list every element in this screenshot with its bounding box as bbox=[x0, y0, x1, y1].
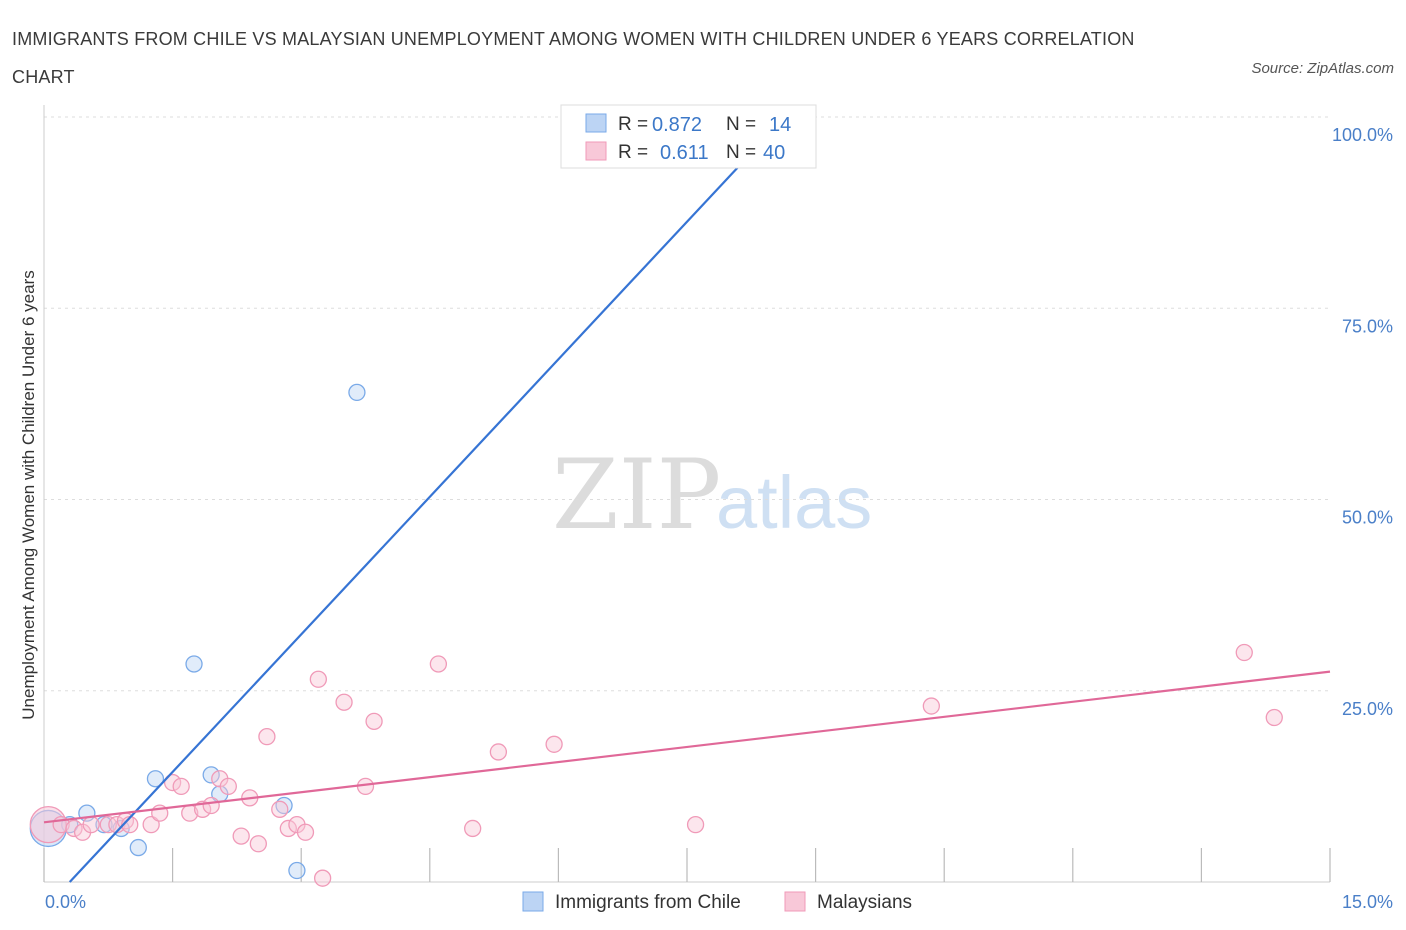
series-legend: Immigrants from Chile Malaysians bbox=[522, 891, 912, 913]
x-ticks bbox=[43, 848, 1331, 882]
legend-swatch-chile bbox=[585, 113, 607, 133]
legend-malaysians-r-value: 0.611 bbox=[660, 142, 709, 164]
point-malaysians bbox=[429, 655, 448, 673]
point-malaysians bbox=[296, 823, 315, 841]
legend-chile-n-label: N = bbox=[726, 114, 756, 135]
y-axis-label: Unemployment Among Women with Children U… bbox=[19, 270, 38, 719]
legend-malaysians-r-label: R = bbox=[618, 142, 648, 163]
point-malaysians bbox=[335, 693, 353, 711]
point-malaysians bbox=[65, 819, 83, 838]
legend-swatch-malaysians bbox=[585, 141, 607, 161]
point-malaysians bbox=[82, 815, 100, 834]
series-legend-swatch-chile bbox=[522, 891, 544, 912]
chart-title: IMMIGRANTS FROM CHILE VS MALAYSIAN UNEMP… bbox=[12, 29, 1135, 87]
point-malaysians bbox=[172, 777, 190, 796]
point-immigrants-from-chile bbox=[129, 838, 147, 857]
point-malaysians bbox=[1235, 643, 1253, 662]
point-immigrants-from-chile bbox=[185, 655, 203, 673]
trendlines bbox=[43, 165, 1331, 883]
point-malaysians bbox=[365, 712, 383, 730]
point-immigrants-from-chile bbox=[95, 815, 113, 834]
chart-source: Source: ZipAtlas.com bbox=[1251, 60, 1394, 77]
point-malaysians bbox=[163, 773, 182, 792]
legend-chile-r-value: 0.872 bbox=[652, 114, 702, 136]
point-malaysians bbox=[258, 728, 276, 746]
y-tick-label: 25.0% bbox=[1342, 699, 1393, 719]
point-malaysians bbox=[464, 819, 482, 838]
watermark: ZIP atlas bbox=[552, 439, 872, 551]
point-malaysians bbox=[202, 796, 220, 815]
point-malaysians bbox=[309, 670, 327, 688]
point-immigrants-from-chile bbox=[202, 766, 220, 784]
legend-malaysians-n-value: 40 bbox=[763, 142, 785, 164]
point-immigrants-from-chile bbox=[288, 861, 306, 880]
point-malaysians bbox=[142, 815, 160, 834]
x-tick-label-max: 15.0% bbox=[1342, 892, 1393, 912]
watermark-atlas: atlas bbox=[716, 461, 872, 544]
series-legend-label-malaysians: Malaysians bbox=[817, 892, 912, 913]
point-malaysians bbox=[271, 800, 289, 818]
watermark-zip: ZIP bbox=[552, 439, 721, 551]
y-tick-label: 100.0% bbox=[1332, 125, 1393, 145]
y-tick-labels: 25.0% 50.0% 75.0% 100.0% bbox=[1332, 125, 1393, 719]
trendline-immigrants-from-chile bbox=[68, 165, 740, 883]
point-malaysians bbox=[1265, 708, 1283, 727]
point-malaysians bbox=[279, 819, 297, 838]
legend-chile-r-label: R = bbox=[618, 114, 648, 135]
point-malaysians bbox=[313, 869, 332, 887]
point-malaysians bbox=[922, 697, 940, 715]
point-immigrants-from-chile bbox=[348, 383, 366, 402]
point-malaysians bbox=[232, 827, 250, 845]
x-tick-label-min: 0.0% bbox=[45, 892, 86, 912]
legend-malaysians-n-label: N = bbox=[726, 142, 756, 163]
point-malaysians bbox=[489, 743, 508, 761]
y-tick-label: 75.0% bbox=[1342, 316, 1393, 336]
point-malaysians bbox=[686, 815, 705, 834]
y-tick-label: 50.0% bbox=[1342, 508, 1393, 528]
series-legend-label-chile: Immigrants from Chile bbox=[555, 892, 741, 913]
point-malaysians bbox=[193, 800, 212, 818]
point-malaysians bbox=[219, 777, 237, 796]
point-immigrants-from-chile bbox=[146, 770, 165, 788]
point-malaysians bbox=[545, 735, 563, 753]
series-legend-swatch-malaysians bbox=[784, 891, 806, 912]
legend-chile-n-value: 14 bbox=[769, 114, 791, 136]
point-malaysians bbox=[249, 835, 267, 853]
trendline-malaysians bbox=[43, 670, 1331, 824]
gridlines bbox=[44, 116, 1330, 692]
stats-legend: R = 0.872 N = 14 R = 0.611 N = 40 bbox=[560, 104, 817, 169]
